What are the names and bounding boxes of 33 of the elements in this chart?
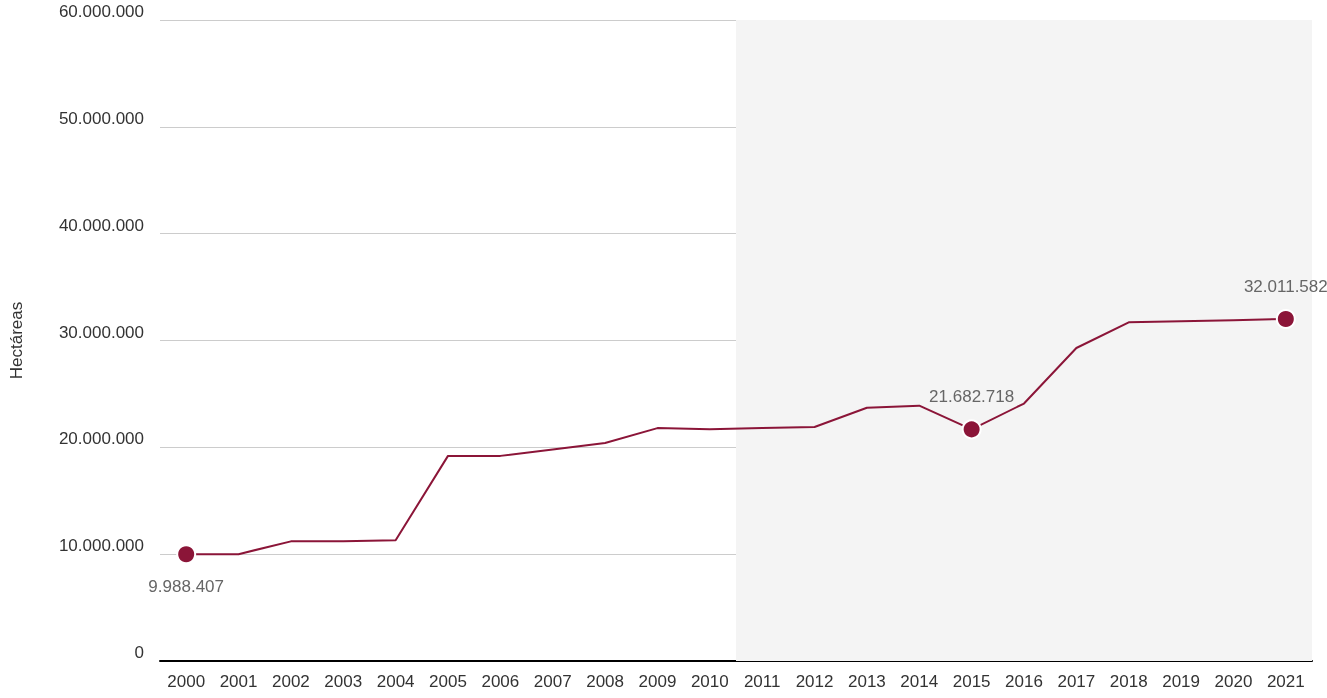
x-tick-label: 2020	[1214, 672, 1253, 691]
y-tick-label: 0	[134, 643, 144, 662]
x-tick-label: 2013	[848, 672, 886, 691]
x-tick-label: 2010	[690, 672, 729, 691]
y-tick-label: 30.000.000	[58, 322, 144, 342]
y-tick-label: 10.000.000	[58, 536, 144, 556]
x-tick-label: 2001	[219, 672, 258, 691]
data-label: 32.011.582	[1243, 277, 1327, 297]
y-axis-title: Hectáreas	[7, 301, 26, 380]
x-tick-label: 2015	[952, 672, 991, 691]
x-tick-label: 2004	[376, 672, 415, 691]
x-tick-label: 2000	[167, 672, 206, 691]
y-tick-label: 20.000.000	[58, 429, 144, 449]
x-tick-label: 2014	[900, 672, 939, 691]
x-tick-label: 2012	[795, 672, 834, 691]
x-tick-label: 2011	[743, 672, 781, 691]
y-tick-label: 60.000.000	[58, 2, 144, 21]
x-tick-label: 2019	[1162, 672, 1201, 691]
x-tick-label: 2018	[1109, 672, 1148, 691]
x-tick-label: 2009	[638, 672, 677, 691]
y-tick-label: 50.000.000	[58, 108, 144, 128]
data-label: 21.682.718	[929, 387, 1015, 407]
x-tick-label: 2003	[324, 672, 363, 691]
y-tick-label: 40.000.000	[58, 215, 144, 235]
x-tick-label: 2002	[272, 672, 310, 691]
x-tick-label: 2007	[533, 672, 572, 691]
x-tick-label: 2008	[586, 672, 624, 691]
x-tick-label: 2005	[429, 672, 467, 691]
x-tick-label: 2016	[1005, 672, 1043, 691]
x-tick-label: 2017	[1057, 672, 1096, 691]
data-label: 9.988.407	[148, 577, 224, 597]
x-tick-label: 2021	[1266, 672, 1305, 691]
x-tick-label: 2006	[481, 672, 520, 691]
